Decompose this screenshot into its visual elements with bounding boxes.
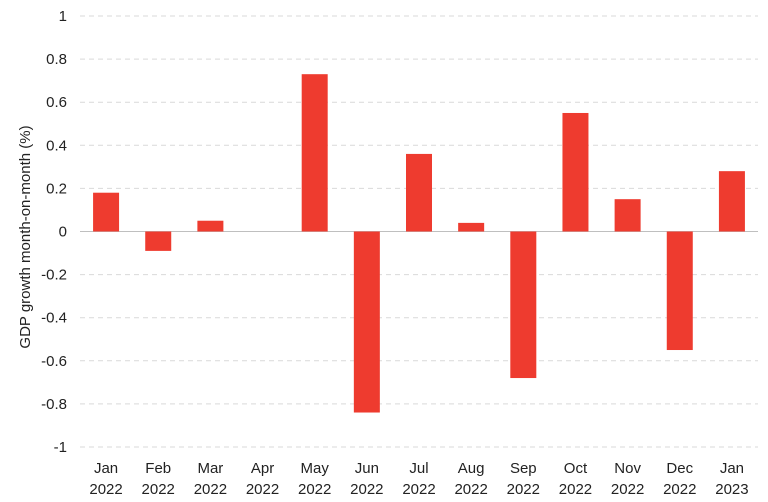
x-tick-label-year: 2022 (611, 481, 644, 498)
x-tick-label-month: Nov (614, 460, 641, 477)
y-tick-label: -1 (54, 439, 67, 456)
y-tick-label: 0.2 (46, 180, 67, 197)
y-tick-label: 0 (59, 224, 67, 241)
x-tick-label-year: 2022 (142, 481, 175, 498)
x-tick-label-month: Mar (197, 460, 223, 477)
x-tick-label-month: Feb (145, 460, 171, 477)
bar (93, 192, 120, 232)
bar (614, 199, 641, 232)
x-tick-label-year: 2023 (715, 481, 748, 498)
x-tick-label-year: 2022 (350, 481, 383, 498)
x-tick-label-year: 2022 (246, 481, 279, 498)
y-tick-label: 0.8 (46, 51, 67, 68)
y-tick-label: -0.4 (41, 310, 67, 327)
bar (562, 112, 589, 232)
x-tick-label-year: 2022 (663, 481, 696, 498)
bar (666, 231, 693, 351)
y-axis-label: GDP growth month-on-month (%) (17, 125, 34, 348)
y-tick-label: -0.6 (41, 353, 67, 370)
x-tick-label-month: Dec (666, 460, 693, 477)
x-tick-label-year: 2022 (507, 481, 540, 498)
x-tick-label-year: 2022 (298, 481, 331, 498)
x-tick-label-month: Jan (94, 460, 118, 477)
x-tick-label-month: May (301, 460, 330, 477)
bar (145, 231, 172, 251)
y-tick-label: 0.6 (46, 94, 67, 111)
y-tick-label: 0.4 (46, 137, 67, 154)
x-tick-label-month: Jan (720, 460, 744, 477)
bar (301, 74, 328, 232)
x-tick-label-month: Apr (251, 460, 274, 477)
bar (510, 231, 537, 379)
x-tick-label-month: Jul (409, 460, 428, 477)
x-tick-label-month: Jun (355, 460, 379, 477)
x-tick-label-year: 2022 (559, 481, 592, 498)
x-tick-label-year: 2022 (194, 481, 227, 498)
x-tick-label-year: 2022 (402, 481, 435, 498)
bar (353, 231, 380, 413)
bar (718, 171, 745, 232)
x-tick-label-month: Oct (564, 460, 588, 477)
bars (93, 74, 745, 413)
x-tick-label-month: Sep (510, 460, 537, 477)
y-axis-ticks: 1 0.8 0.6 0.4 0.2 0 -0.2 -0.4 -0.6 -0.8 -1 (41, 8, 67, 456)
x-axis-ticks: Jan 2022 Feb 2022 Mar 2022 Apr 2022 May 2022 Jun 20… (89, 460, 748, 498)
y-tick-label: 1 (59, 8, 67, 25)
x-tick-label-year: 2022 (89, 481, 122, 498)
x-tick-label-year: 2022 (454, 481, 487, 498)
bar (406, 153, 432, 232)
y-tick-label: -0.8 (41, 396, 67, 413)
bar (458, 222, 485, 232)
x-tick-label-month: Aug (458, 460, 485, 477)
y-tick-label: -0.2 (41, 267, 67, 284)
bar (197, 220, 224, 232)
